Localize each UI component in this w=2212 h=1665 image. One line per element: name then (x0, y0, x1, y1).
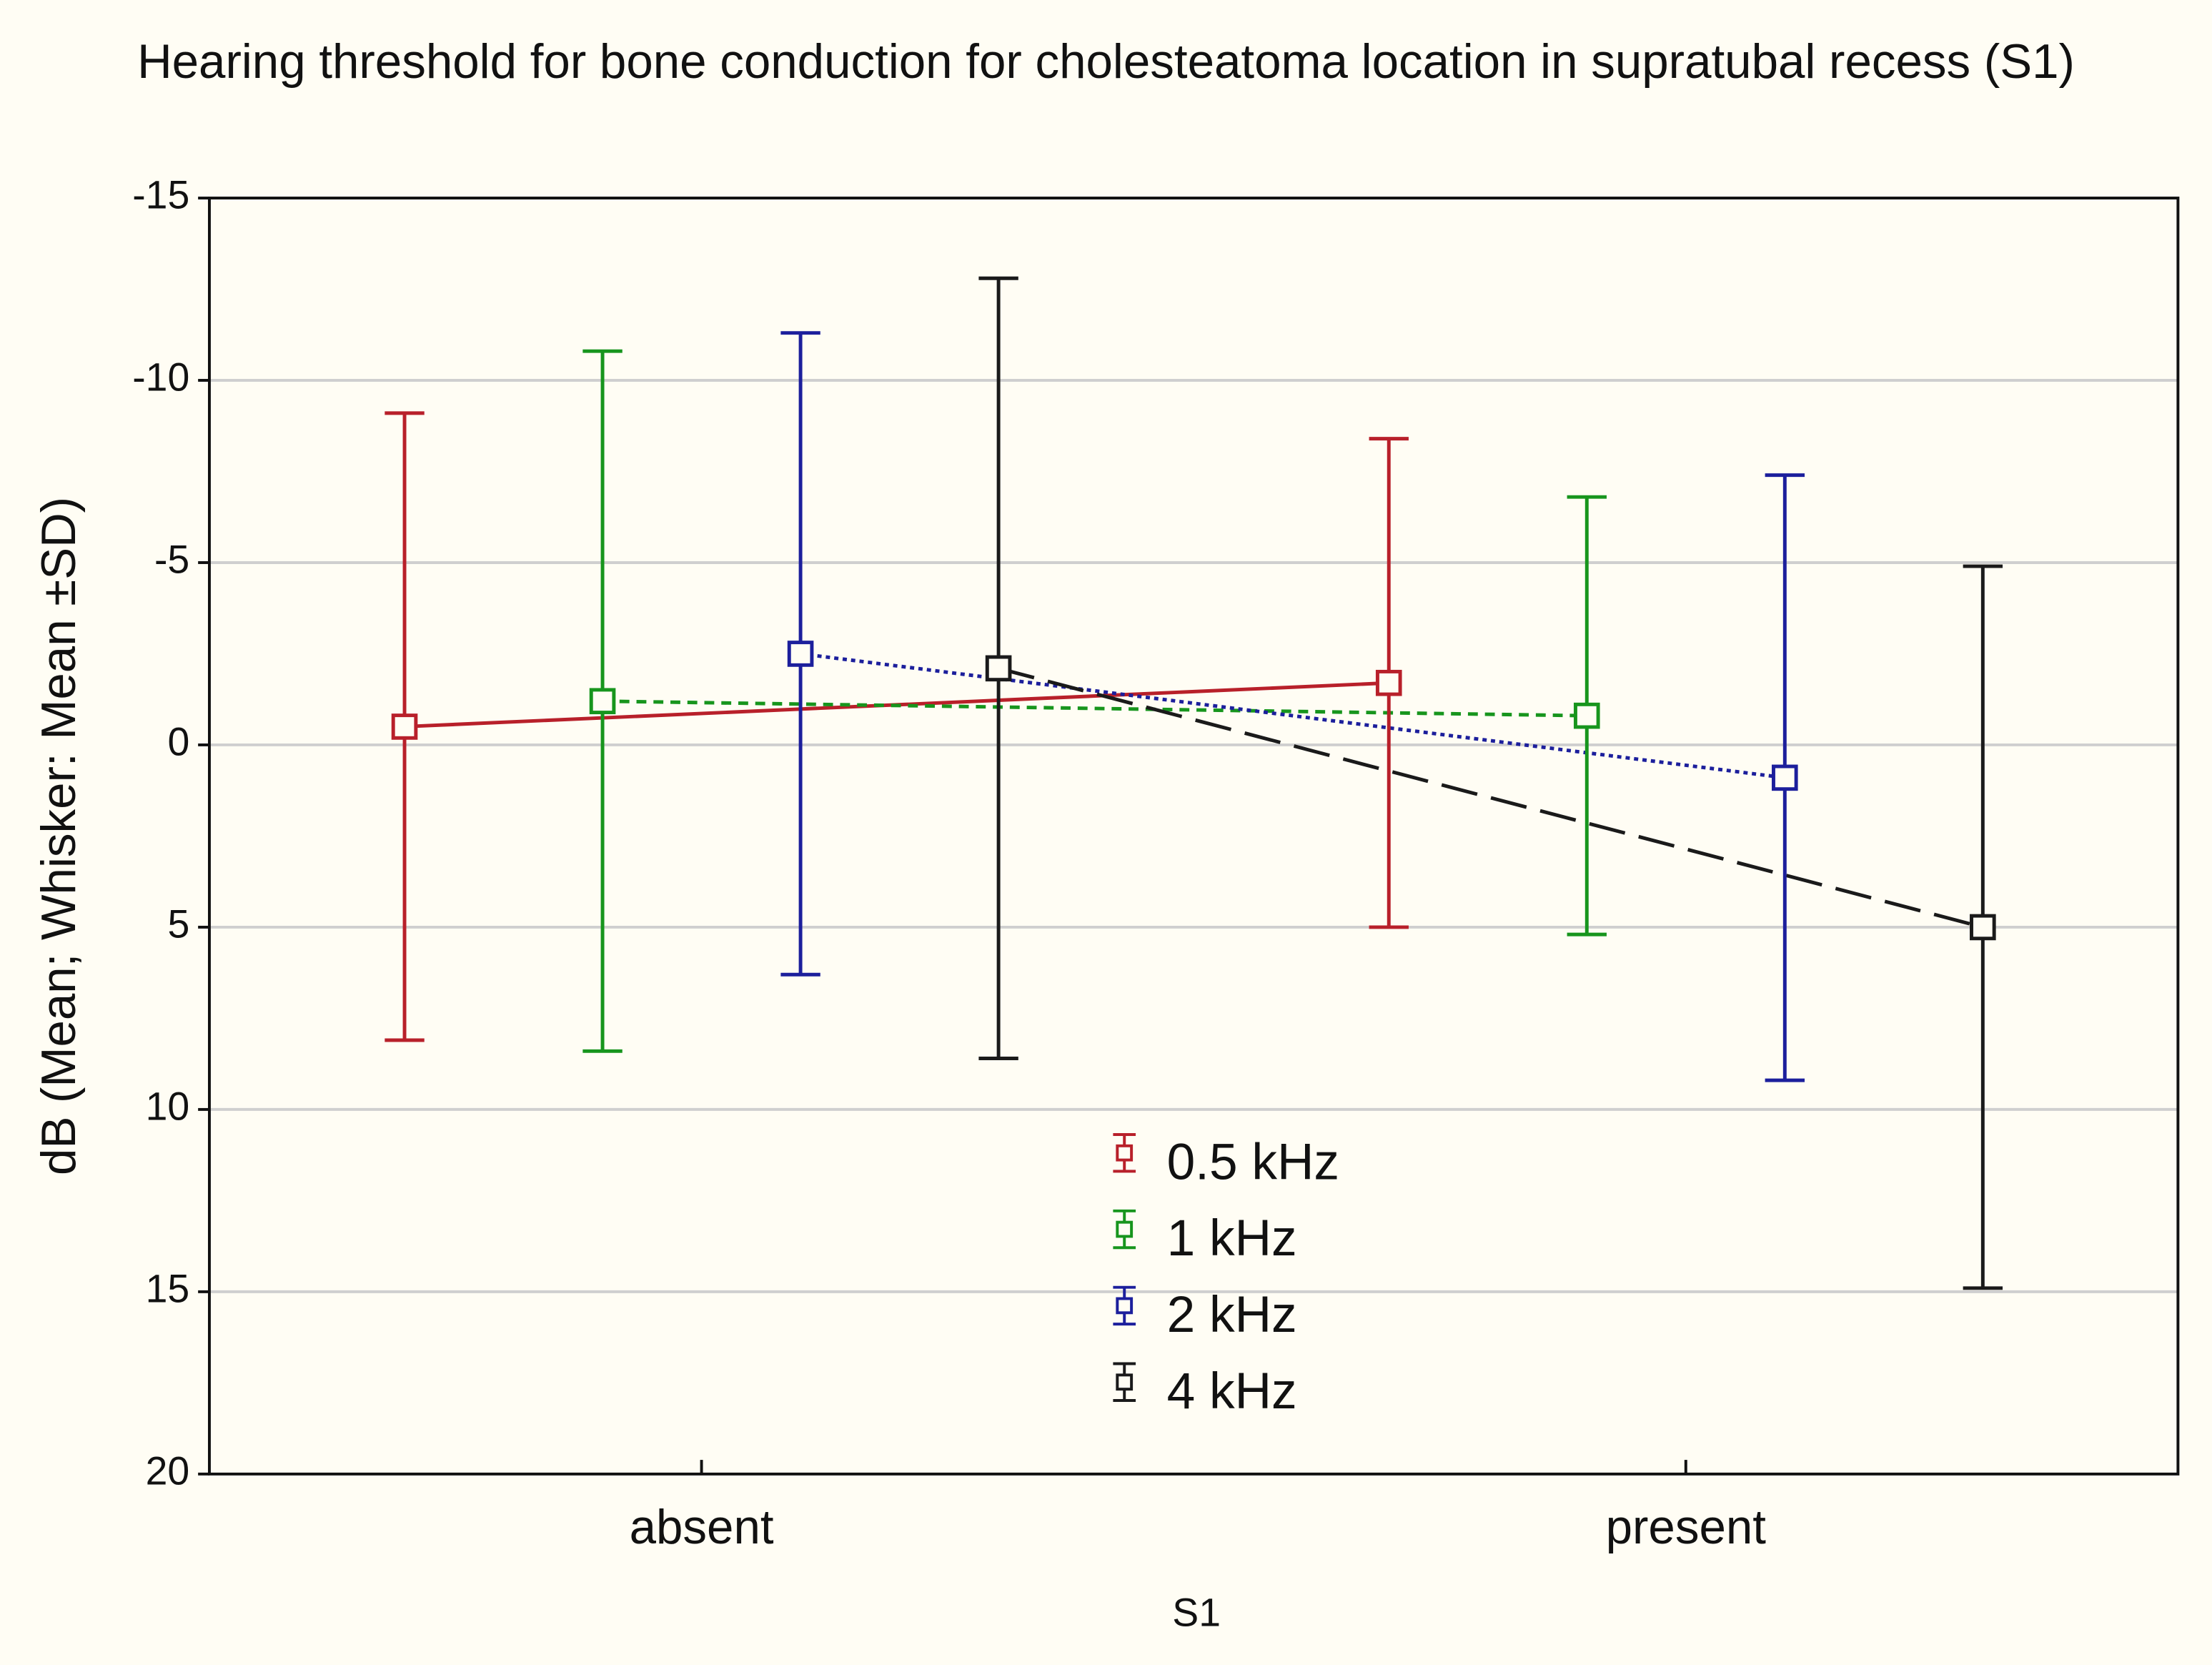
legend-label: 2 kHz (1167, 1287, 1297, 1343)
y-tick-label: 20 (146, 1449, 190, 1493)
mean-marker (589, 688, 616, 715)
plot-frame (207, 197, 2180, 1476)
legend-label: 0.5 kHz (1167, 1134, 1339, 1190)
mean-marker (391, 713, 418, 740)
y-tick-label: 15 (146, 1267, 190, 1311)
y-tick-label: -15 (132, 173, 189, 217)
chart-title: Hearing threshold for bone conduction fo… (137, 35, 2075, 89)
mean-marker (1772, 764, 1798, 791)
legend-marker (1116, 1297, 1134, 1315)
x-tick-label: present (1606, 1501, 1767, 1554)
y-tick-label: -5 (154, 538, 189, 582)
x-tick-label: absent (630, 1501, 774, 1554)
series-line (998, 666, 1983, 929)
y-tick-label: -10 (132, 355, 189, 400)
series-line (602, 699, 1587, 718)
legend-label: 1 kHz (1167, 1210, 1297, 1267)
mean-marker (1375, 669, 1402, 696)
y-tick-label: 10 (146, 1085, 190, 1129)
mean-marker (985, 655, 1012, 682)
y-tick-label: 5 (167, 902, 189, 947)
x-axis-label: S1 (1172, 1590, 1221, 1634)
y-tick-label: 0 (167, 720, 189, 764)
legend-marker (1116, 1220, 1134, 1238)
mean-marker (1573, 702, 1600, 729)
y-axis-label: dB (Mean; Whisker: Mean ±SD) (32, 497, 86, 1175)
mean-marker (787, 641, 814, 667)
legend-marker (1116, 1144, 1134, 1162)
series-line (800, 652, 1785, 780)
legend-label: 4 kHz (1167, 1363, 1297, 1420)
legend-marker (1116, 1373, 1134, 1391)
mean-marker (1970, 914, 1996, 941)
